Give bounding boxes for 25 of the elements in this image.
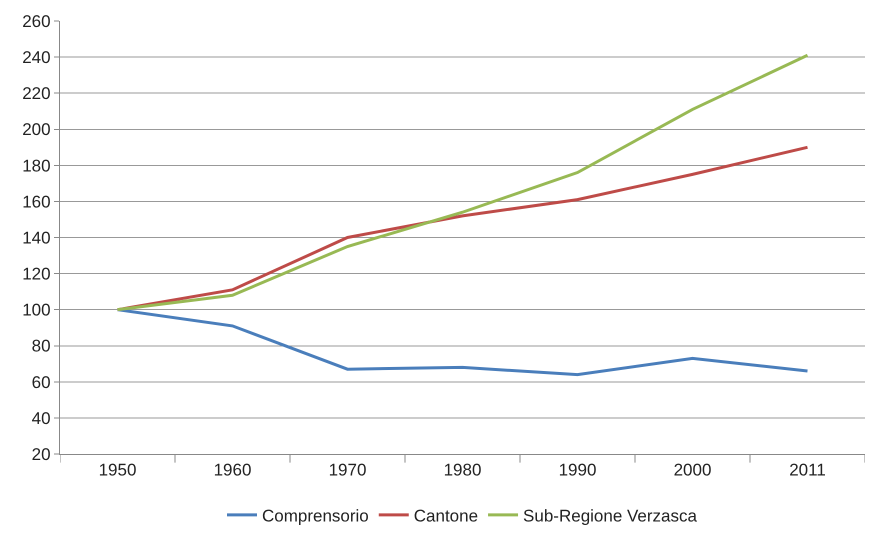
line-series: [116, 54, 809, 312]
y-tick-label: 60: [32, 372, 51, 392]
y-tick-label: 220: [22, 84, 51, 104]
x-tick-label: 1970: [328, 460, 366, 480]
x-tick-label: 1960: [214, 460, 252, 480]
y-tick-label: 200: [22, 120, 51, 140]
y-tick-label: 80: [32, 336, 51, 356]
y-tick-label: 120: [22, 264, 51, 284]
x-tick-label: 1980: [444, 460, 482, 480]
y-tick-label: 180: [22, 156, 51, 176]
x-tick-label: 1950: [98, 460, 136, 480]
x-tick-label: 2000: [674, 460, 712, 480]
y-tick-label: 240: [22, 48, 51, 68]
x-tick-label: 2011: [789, 460, 826, 480]
y-tick-label: 20: [32, 444, 51, 464]
legend-label: Cantone: [414, 506, 478, 526]
legend-label: Comprensorio: [262, 506, 369, 526]
y-tick-label: 40: [32, 408, 51, 428]
y-tick-label: 260: [22, 12, 51, 31]
line-series: [116, 308, 809, 376]
legend-label: Sub-Regione Verzasca: [523, 506, 698, 526]
y-tick-label: 100: [22, 300, 51, 320]
y-tick-label: 140: [22, 228, 51, 248]
y-tick-label: 160: [22, 192, 51, 212]
x-tick-label: 1990: [558, 460, 596, 480]
